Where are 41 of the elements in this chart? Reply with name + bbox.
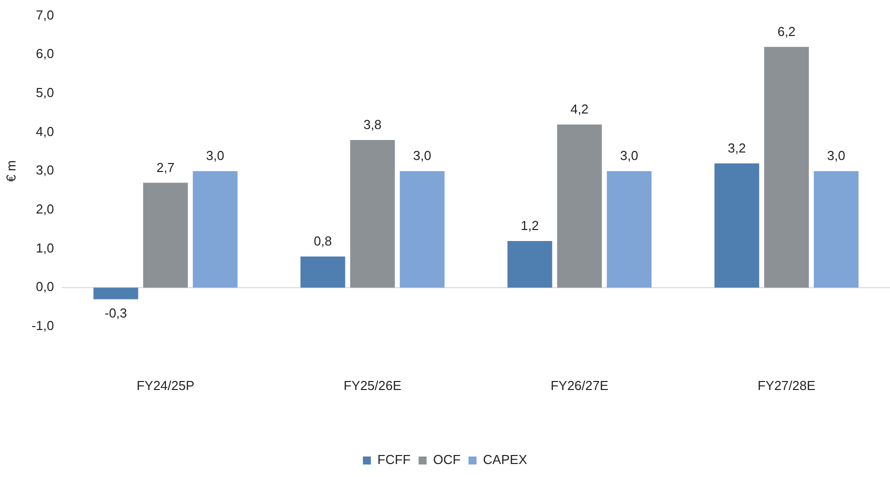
bar: [93, 288, 138, 300]
data-label: 1,2: [520, 218, 539, 234]
data-label: 3,0: [620, 148, 638, 164]
legend-label: FCFF: [377, 452, 411, 468]
y-tick-label: 4,0: [36, 124, 54, 139]
data-label: 0,8: [314, 234, 332, 249]
y-tick-label: 7,0: [36, 7, 54, 22]
y-axis-title: € m: [3, 160, 18, 182]
data-label: 4,2: [570, 102, 589, 117]
data-label: 6,2: [777, 24, 796, 39]
legend-label: OCF: [433, 452, 461, 468]
y-tick-label: 6,0: [36, 46, 54, 62]
legend-label: CAPEX: [483, 452, 528, 468]
bar: [557, 124, 602, 288]
bar: [764, 46, 809, 288]
bar: [192, 171, 238, 288]
data-label: 3,0: [206, 148, 224, 164]
y-tick-label: 1,0: [36, 240, 54, 256]
bar: [507, 240, 552, 288]
bar: [714, 163, 760, 288]
y-tick-label: 0,0: [36, 279, 54, 294]
data-label: 3,2: [728, 140, 746, 156]
x-tick-label: FY25/26E: [344, 378, 402, 393]
bar: [300, 256, 346, 288]
y-tick-label: -1,0: [32, 318, 54, 333]
y-tick-label: 5,0: [36, 85, 54, 100]
data-label: -0,3: [104, 305, 128, 320]
data-label: 3,0: [827, 148, 846, 164]
bar: [143, 182, 188, 288]
bar: [814, 171, 859, 288]
y-tick-label: 2,0: [36, 202, 54, 217]
x-tick-label: FY26/27E: [550, 378, 609, 393]
data-label: 3,8: [363, 117, 382, 132]
y-tick-label: 3,0: [36, 162, 54, 178]
data-label: 3,0: [413, 148, 432, 164]
bar: [606, 171, 652, 288]
bar: [350, 140, 395, 288]
data-label: 2,7: [156, 160, 175, 175]
x-tick-label: FY27/28E: [758, 378, 816, 393]
bar: [400, 171, 445, 288]
x-tick-label: FY24/25P: [136, 378, 194, 393]
